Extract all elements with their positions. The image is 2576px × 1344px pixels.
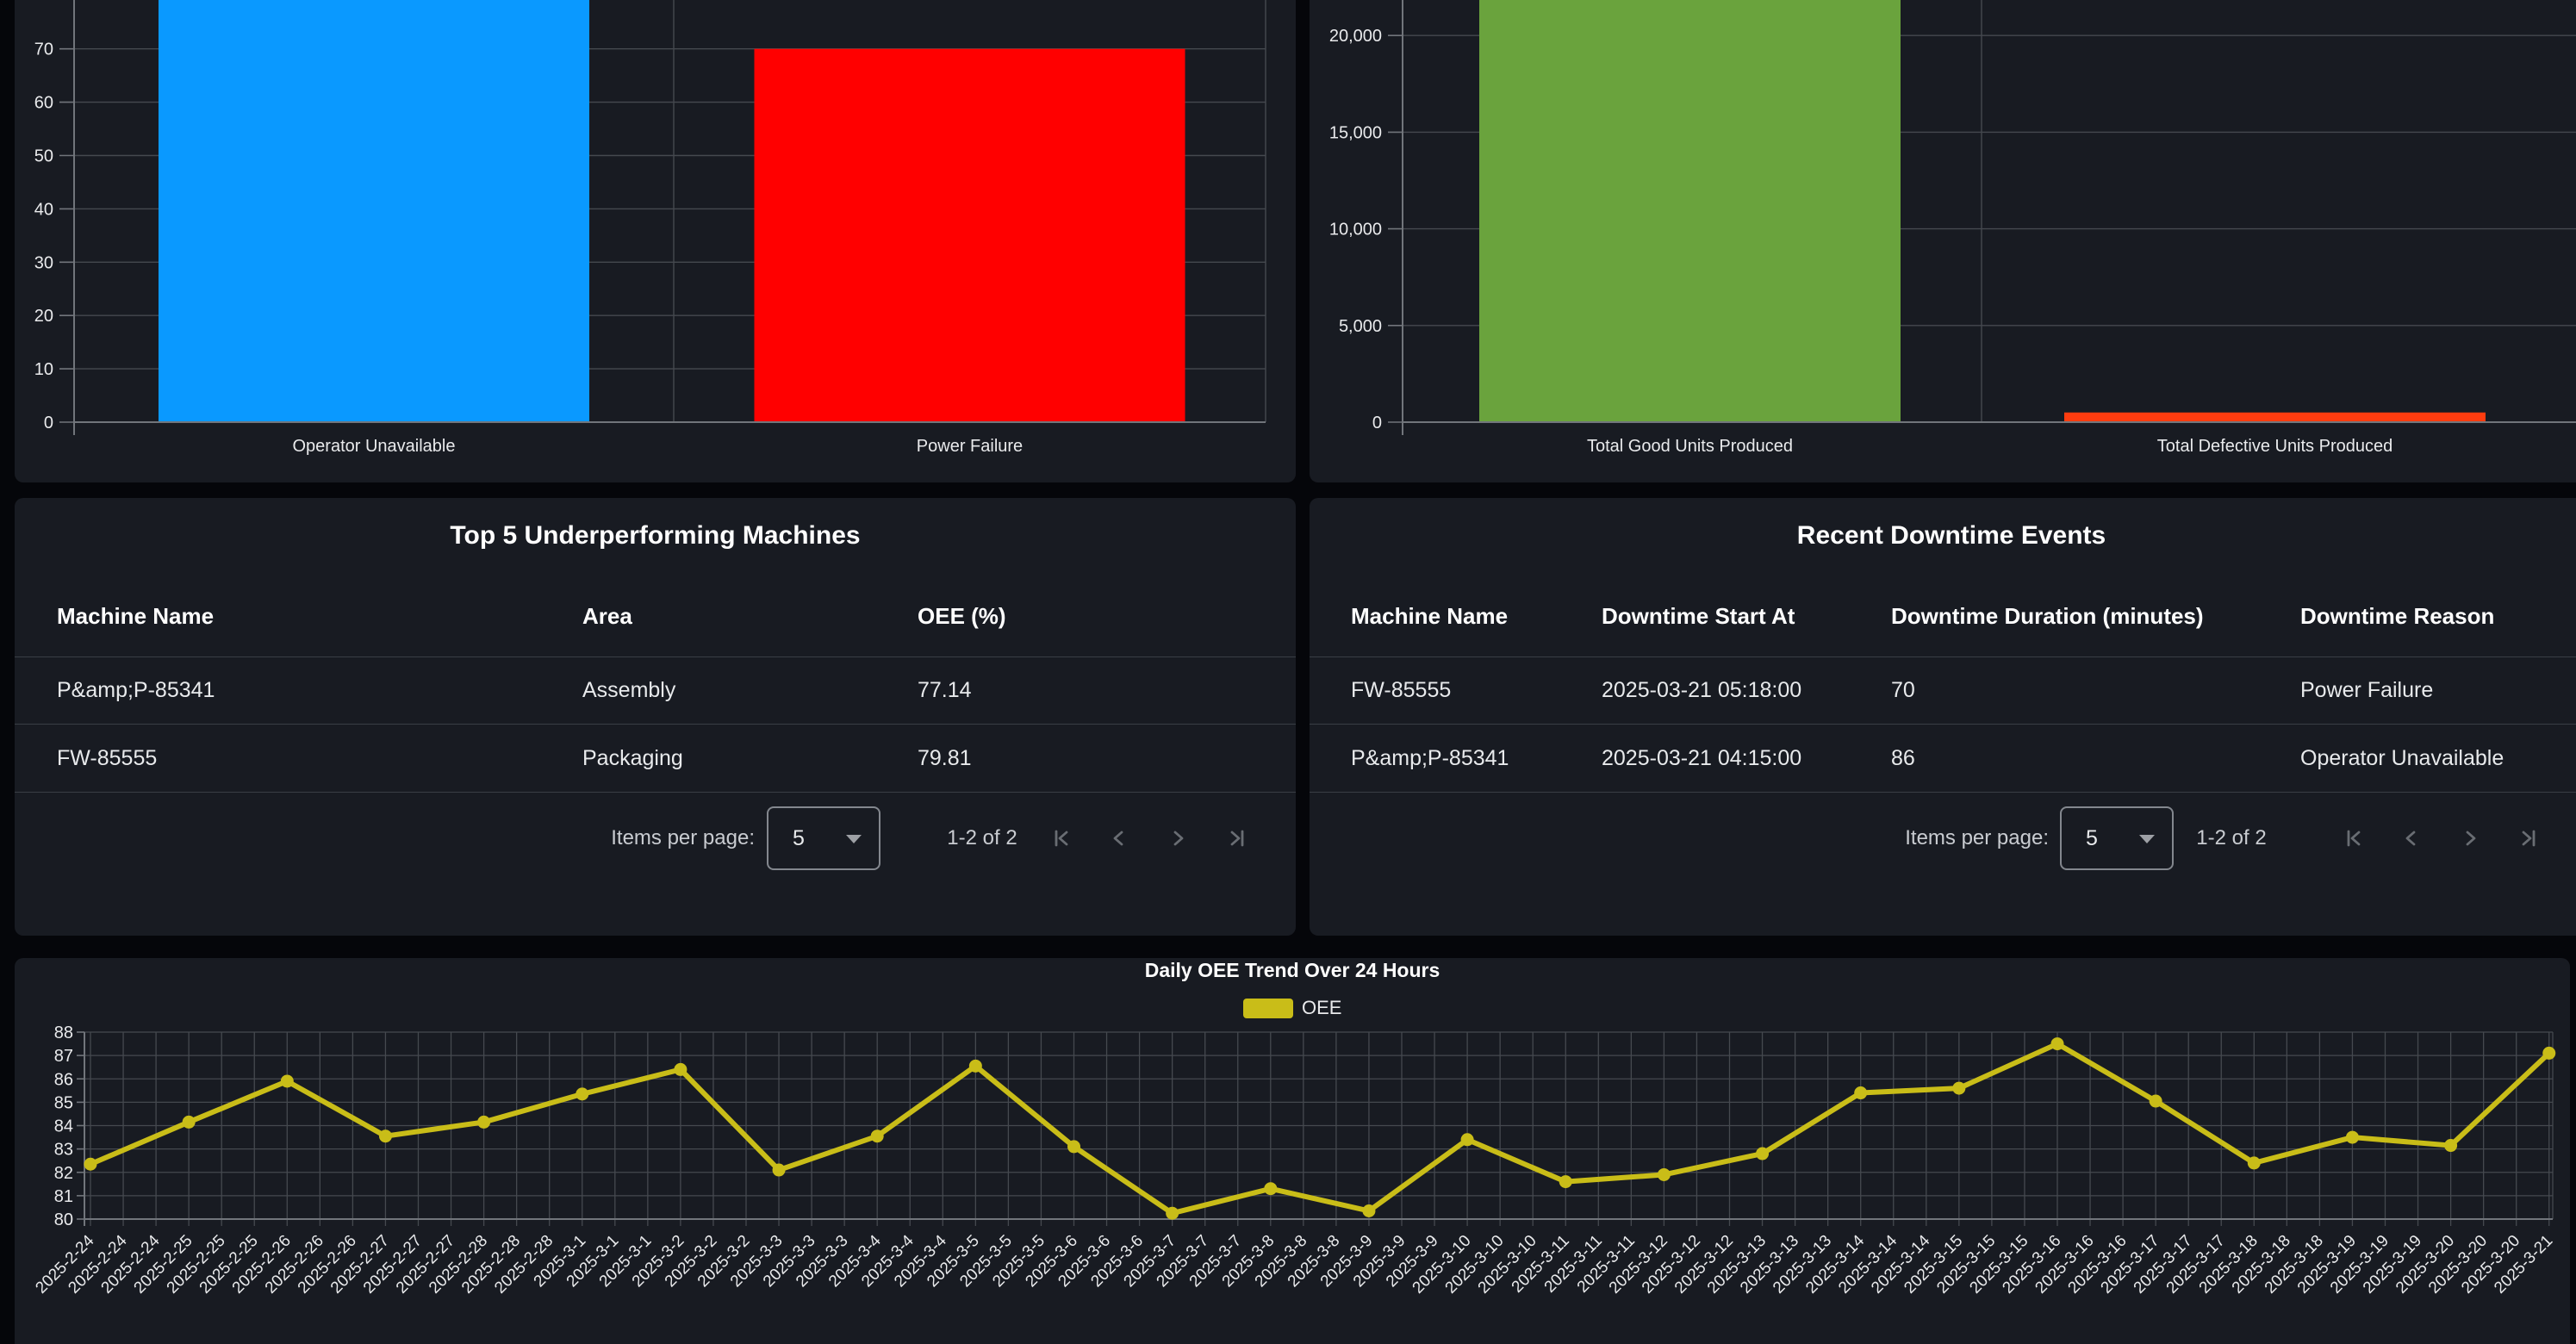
downtime-table-title: Recent Downtime Events [1796, 521, 2106, 550]
units-produced-bar-chart: 0 5,000 10,000 15,000 20,000 Total Good Units… [1329, 0, 2576, 456]
column-header-downtime-start: Downtime Start At [1602, 603, 1795, 629]
svg-text:20,000: 20,000 [1329, 27, 1382, 46]
downtime-events-card [1310, 498, 2576, 936]
column-header-machine-name: Machine Name [57, 603, 215, 629]
chevron-right-icon [1173, 831, 1184, 846]
first-page-icon [2347, 830, 2361, 847]
svg-text:83: 83 [54, 1141, 73, 1160]
legend-item-oee[interactable]: OEE [1243, 997, 1341, 1019]
cell-oee: 77.14 [918, 678, 972, 702]
svg-text:5,000: 5,000 [1339, 317, 1382, 336]
svg-text:Total Defective Units Produced: Total Defective Units Produced [2157, 437, 2392, 456]
svg-text:10: 10 [34, 360, 53, 379]
svg-text:50: 50 [34, 147, 53, 166]
svg-text:88: 88 [54, 1024, 73, 1042]
svg-text:20: 20 [34, 307, 53, 326]
underperforming-table-title: Top 5 Underperforming Machines [450, 521, 861, 550]
column-header-area: Area [582, 603, 632, 629]
svg-text:40: 40 [34, 200, 53, 219]
column-header-downtime-duration: Downtime Duration (minutes) [1891, 603, 2204, 629]
items-per-page-select[interactable]: 5 [2060, 806, 2174, 870]
svg-text:60: 60 [34, 94, 53, 113]
svg-text:30: 30 [34, 253, 53, 272]
previous-page-button[interactable] [1104, 823, 1135, 854]
svg-text:87: 87 [54, 1047, 73, 1066]
svg-text:84: 84 [54, 1117, 73, 1136]
cell-area: Assembly [582, 678, 676, 702]
row-divider [1310, 724, 2576, 725]
items-per-page-label: Items per page: [611, 826, 755, 849]
cell-downtime-reason: Power Failure [2300, 678, 2434, 702]
cell-area: Packaging [582, 746, 683, 770]
cell-oee: 79.81 [918, 746, 972, 770]
chevron-down-icon [2139, 835, 2155, 843]
last-page-icon [1230, 830, 1244, 847]
underperforming-machines-card [15, 498, 1296, 936]
last-page-icon [2522, 830, 2536, 847]
chevron-left-icon [2405, 831, 2416, 846]
chevron-right-icon [2466, 831, 2476, 846]
cell-downtime-duration: 86 [1891, 746, 1915, 770]
items-per-page-select[interactable]: 5 [767, 806, 880, 870]
first-page-icon [1055, 830, 1068, 847]
column-header-machine-name: Machine Name [1351, 603, 1509, 629]
first-page-button[interactable] [1046, 823, 1077, 854]
chevron-down-icon [846, 835, 862, 843]
svg-text:86: 86 [54, 1070, 73, 1089]
svg-text:70: 70 [34, 40, 53, 59]
svg-text:81: 81 [54, 1187, 73, 1206]
row-divider [15, 792, 1296, 793]
previous-page-button[interactable] [2396, 823, 2427, 854]
svg-text:80: 80 [54, 1210, 73, 1229]
svg-text:82: 82 [54, 1164, 73, 1183]
svg-text:85: 85 [54, 1093, 73, 1112]
oee-trend-chart-title: Daily OEE Trend Over 24 Hours [1144, 959, 1440, 981]
row-divider [15, 724, 1296, 725]
oee-trend-line-chart: 8081828384858687882025-2-242025-2-242025… [32, 1024, 2556, 1297]
legend-swatch [1243, 998, 1293, 1018]
next-page-button[interactable] [1162, 823, 1193, 854]
svg-text:10,000: 10,000 [1329, 221, 1382, 240]
cell-machine-name: P&amp;P-85341 [57, 678, 215, 702]
downtime-by-reason-bar-chart: 0 10 20 30 40 50 60 70 Operator Unavailable Power… [34, 0, 1266, 456]
cell-downtime-reason: Operator Unavailable [2300, 746, 2504, 770]
row-divider [1310, 656, 2576, 657]
page-range-label: 1-2 of 2 [947, 826, 1017, 849]
column-header-downtime-reason: Downtime Reason [2300, 603, 2495, 629]
row-divider [1310, 792, 2576, 793]
svg-text:0: 0 [44, 414, 53, 432]
svg-text:15,000: 15,000 [1329, 123, 1382, 142]
cell-machine-name: FW-85555 [57, 746, 158, 770]
cell-machine-name: FW-85555 [1351, 678, 1452, 702]
cell-machine-name: P&amp;P-85341 [1351, 746, 1509, 770]
row-divider [15, 656, 1296, 657]
last-page-button[interactable] [1222, 823, 1253, 854]
svg-text:Operator Unavailable: Operator Unavailable [293, 437, 456, 456]
cell-downtime-start: 2025-03-21 04:15:00 [1602, 746, 1802, 770]
page-range-label: 1-2 of 2 [2196, 826, 2267, 849]
first-page-button[interactable] [2338, 823, 2369, 854]
svg-text:Total Good Units Produced: Total Good Units Produced [1587, 437, 1793, 456]
svg-text:Power Failure: Power Failure [917, 437, 1023, 456]
oee-trend-chart-card [15, 958, 2570, 1344]
last-page-button[interactable] [2513, 823, 2544, 854]
svg-text:0: 0 [1372, 414, 1382, 432]
cell-downtime-start: 2025-03-21 05:18:00 [1602, 678, 1802, 702]
items-per-page-label: Items per page: [1905, 826, 2049, 849]
column-header-oee: OEE (%) [918, 603, 1006, 629]
next-page-button[interactable] [2455, 823, 2486, 854]
legend-label: OEE [1302, 997, 1342, 1018]
items-per-page-value: 5 [2086, 825, 2098, 850]
chevron-left-icon [1113, 831, 1123, 846]
items-per-page-value: 5 [793, 825, 805, 850]
cell-downtime-duration: 70 [1891, 678, 1915, 702]
